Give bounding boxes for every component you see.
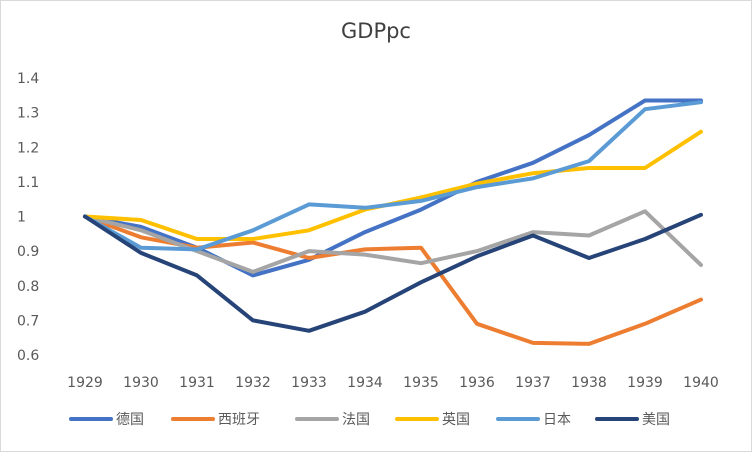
x-tick-label: 1937: [515, 375, 551, 391]
y-tick-label: 1.1: [17, 175, 39, 191]
y-tick-label: 0.8: [17, 279, 39, 295]
series-line-4: [83, 100, 703, 252]
x-tick-label: 1933: [291, 375, 327, 391]
legend-label-4: 日本: [543, 412, 571, 428]
y-axis-ticks: 0.6 0.7 0.8 0.9 1 1.1 1.2 1.3 1.4: [17, 71, 39, 364]
y-tick-label: 0.7: [17, 313, 39, 329]
x-tick-label: 1929: [67, 375, 103, 391]
y-tick-label: 1: [17, 210, 26, 226]
x-tick-label: 1940: [683, 375, 719, 391]
y-tick-label: 0.9: [17, 244, 39, 260]
series-lines: [83, 98, 703, 346]
legend-label-1: 西班牙: [218, 412, 260, 428]
legend-label-5: 美国: [642, 412, 670, 428]
x-tick-label: 1935: [403, 375, 439, 391]
chart-title: GDPpc: [341, 19, 411, 43]
legend-label-3: 英国: [442, 411, 470, 428]
x-axis-ticks: 1929 1930 1931 1932 1933 1934 1935 1936 1937 1938…: [67, 375, 719, 391]
y-tick-label: 1.3: [17, 106, 39, 122]
x-tick-label: 1936: [459, 375, 495, 391]
legend-label-2: 法国: [342, 412, 370, 428]
x-tick-label: 1932: [235, 375, 271, 391]
legend-label-0: 德国: [116, 412, 144, 428]
series-line-1: [83, 214, 703, 346]
x-tick-label: 1931: [179, 375, 215, 391]
y-tick-label: 0.6: [17, 348, 39, 364]
y-tick-label: 1.4: [17, 71, 39, 87]
x-tick-label: 1930: [123, 375, 159, 391]
legend: 德国 西班牙 法国 英国 日本 美国: [69, 411, 670, 428]
series-line-5: [83, 212, 703, 333]
x-tick-label: 1939: [627, 375, 663, 391]
x-tick-label: 1938: [571, 375, 607, 391]
y-tick-label: 1.2: [17, 140, 39, 156]
x-tick-label: 1934: [347, 375, 383, 391]
